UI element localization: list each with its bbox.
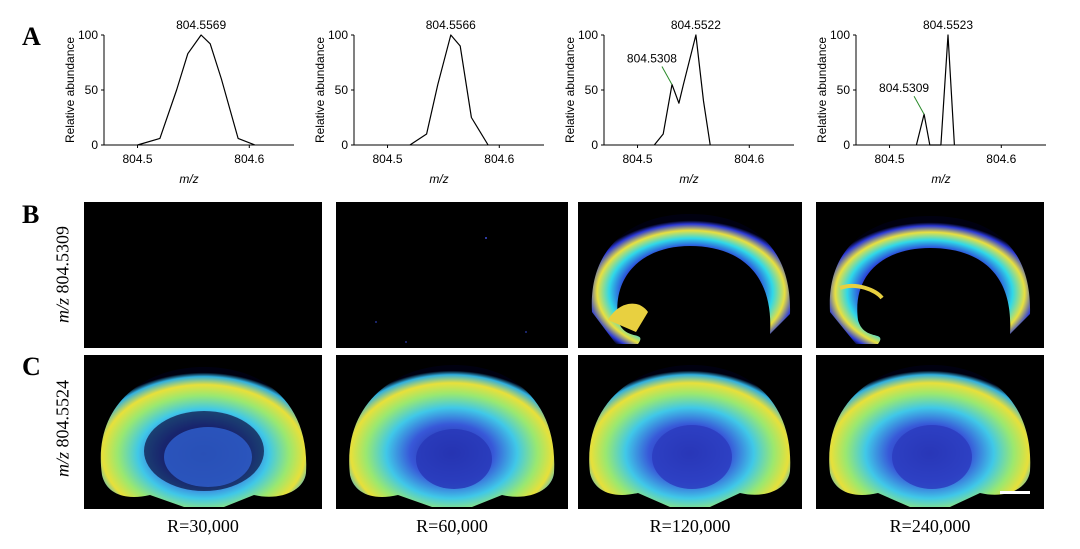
x-tick-label: 804.6	[484, 152, 514, 166]
spectrum-line	[915, 34, 955, 146]
peak-label: 804.5523	[923, 18, 973, 32]
resolution-label-0: R=30,000	[167, 516, 239, 536]
row-b-value: 804.5309	[52, 226, 73, 294]
panel-label-c: C	[22, 352, 41, 381]
image-b-r30000	[84, 202, 322, 348]
spectrum-r60000: 0 50 100 804.5 804.6 Relative abundance m/z 804…	[310, 5, 550, 195]
peak-label: 804.5566	[426, 18, 476, 32]
resolution-label-3: R=240,000	[889, 516, 971, 536]
spectrum-r120000: 0 50 100 804.5 804.6 Relative abundance m/z 804…	[560, 5, 800, 195]
peak-leader	[661, 66, 673, 85]
spectrum-line	[137, 34, 256, 146]
y-tick-label: 0	[91, 138, 98, 152]
row-label-c: m/z 804.5524	[53, 364, 74, 494]
x-tick-label: 804.5	[373, 152, 403, 166]
peak-label: 804.5308	[627, 52, 677, 66]
image-c-r240000	[816, 355, 1044, 509]
x-axis-label: m/z	[179, 172, 198, 186]
row-b-prefix: m/z	[52, 298, 73, 324]
image-c-r30000	[84, 355, 322, 509]
y-axis-label: Relative abundance	[815, 37, 829, 143]
spectrum-svg-1: 0 50 100 804.5 804.6 Relative abundance m/z 804…	[313, 18, 544, 186]
y-axis-label: Relative abundance	[63, 37, 77, 143]
y-tick-label: 50	[585, 83, 599, 97]
y-tick-label: 50	[85, 83, 99, 97]
x-tick-label: 804.6	[986, 152, 1016, 166]
image-b-r60000-svg	[375, 237, 527, 343]
y-tick-label: 50	[335, 83, 349, 97]
image-b-r240000	[816, 202, 1044, 348]
y-tick-label: 0	[843, 138, 850, 152]
row-c-prefix: m/z	[52, 452, 73, 478]
y-tick-label: 100	[78, 28, 98, 42]
peak-label: 804.5569	[176, 18, 226, 32]
scale-bar	[1000, 491, 1030, 494]
image-b-r120000-svg	[591, 214, 791, 344]
image-c-r120000	[578, 355, 802, 509]
x-axis-label: m/z	[679, 172, 698, 186]
y-tick-label: 0	[341, 138, 348, 152]
image-b-r240000-svg	[829, 216, 1031, 344]
y-tick-label: 100	[578, 28, 598, 42]
resolution-label-1: R=60,000	[416, 516, 488, 536]
spectrum-svg-0: 0 50 100 804.5 804.6 Relative abundance m/z 804…	[63, 18, 294, 186]
x-axis-label: m/z	[931, 172, 950, 186]
x-tick-label: 804.5	[123, 152, 153, 166]
y-tick-label: 100	[328, 28, 348, 42]
peak-label: 804.5522	[671, 18, 721, 32]
image-b-r60000	[336, 202, 568, 348]
y-tick-label: 50	[837, 83, 851, 97]
image-c-r30000-svg	[100, 367, 307, 507]
panel-label-b: B	[22, 200, 40, 229]
image-c-r120000-svg	[589, 365, 791, 507]
peak-label: 804.5309	[879, 81, 929, 95]
y-axis-label: Relative abundance	[313, 37, 327, 143]
spectrum-svg-2: 0 50 100 804.5 804.6 Relative abundance m/z 804…	[563, 18, 794, 186]
x-tick-label: 804.5	[623, 152, 653, 166]
x-tick-label: 804.6	[234, 152, 264, 166]
spectrum-r240000: 0 50 100 804.5 804.6 Relative abundance m/z 804…	[812, 5, 1052, 195]
row-c-value: 804.5524	[52, 380, 73, 448]
row-label-b: m/z 804.5309	[53, 210, 74, 340]
image-b-r30000-svg	[84, 202, 322, 348]
spectrum-r30000: 0 50 100 804.5 804.6 Relative abundance m/z 804…	[60, 5, 300, 195]
resolution-label-2: R=120,000	[649, 516, 731, 536]
spectrum-svg-3: 0 50 100 804.5 804.6 Relative abundance m/z 804…	[815, 18, 1046, 186]
x-tick-label: 804.5	[875, 152, 905, 166]
panel-label-a: A	[22, 22, 41, 51]
y-axis-label: Relative abundance	[563, 37, 577, 143]
image-c-r60000	[336, 355, 568, 509]
image-c-r60000-svg	[349, 365, 555, 507]
image-c-r240000-svg	[829, 365, 1031, 507]
peak-leader	[913, 95, 925, 115]
y-tick-label: 100	[830, 28, 850, 42]
spectrum-line	[409, 34, 489, 146]
x-tick-label: 804.6	[734, 152, 764, 166]
spectrum-line	[653, 34, 711, 146]
x-axis-label: m/z	[429, 172, 448, 186]
image-b-r120000	[578, 202, 802, 348]
y-tick-label: 0	[591, 138, 598, 152]
